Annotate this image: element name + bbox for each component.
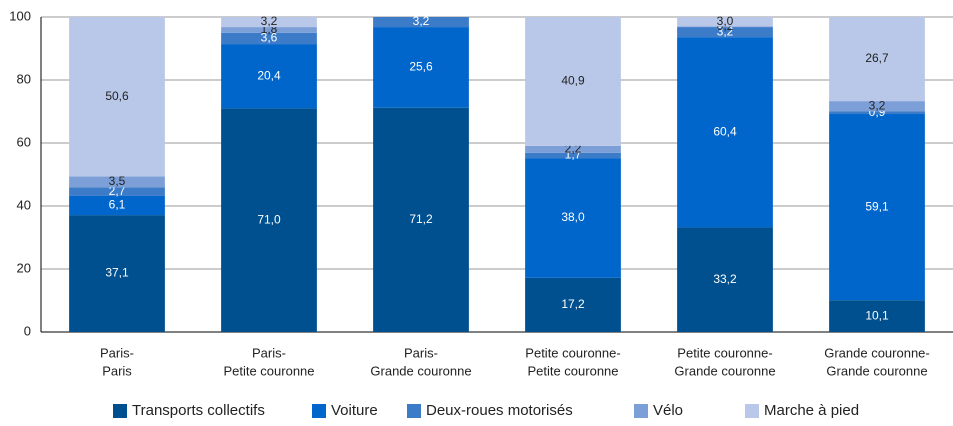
legend-label: Voiture	[331, 402, 378, 419]
legend-label: Deux-roues motorisés	[426, 402, 573, 419]
x-tick-label: Grande couronne	[826, 363, 927, 378]
y-tick-label: 0	[24, 323, 31, 338]
data-label: 50,6	[105, 89, 129, 103]
x-tick-label: Grande couronne-	[824, 345, 930, 360]
data-label: 6,1	[109, 198, 126, 212]
bar-segment	[69, 176, 165, 188]
x-tick-label: Paris-	[252, 345, 286, 360]
bar-segment	[677, 37, 773, 228]
data-label: 59,1	[865, 199, 889, 213]
legend-label: Marche à pied	[764, 402, 859, 419]
bar-segment	[525, 17, 621, 146]
bar-segment	[525, 158, 621, 278]
data-label: 3,6	[261, 31, 278, 45]
x-tick-label: Grande couronne	[370, 363, 471, 378]
data-label: 37,1	[105, 266, 129, 280]
bar-segment	[69, 17, 165, 177]
data-label: 60,4	[713, 124, 737, 138]
x-tick-label: Paris	[102, 363, 132, 378]
y-tick-label: 60	[17, 134, 31, 149]
legend-label: Transports collectifs	[132, 402, 265, 419]
y-tick-label: 100	[9, 8, 31, 23]
legend-swatch	[634, 404, 648, 418]
legend-label: Vélo	[653, 402, 683, 419]
bar-segment	[69, 187, 165, 196]
legend-swatch	[407, 404, 421, 418]
bar-segment	[69, 215, 165, 332]
data-label: 26,7	[865, 51, 889, 65]
data-label: 40,9	[561, 74, 585, 88]
bar-segment	[525, 277, 621, 332]
bar-segment	[221, 17, 317, 28]
data-label: 10,1	[865, 308, 889, 322]
x-tick-label: Petite couronne	[527, 363, 618, 378]
x-tick-label: Petite couronne	[223, 363, 314, 378]
data-label: 25,6	[409, 60, 433, 74]
bar-segment	[829, 101, 925, 112]
data-label: 20,4	[257, 68, 281, 82]
bar-segment	[829, 111, 925, 115]
bar-segment	[69, 195, 165, 216]
bar-segment	[677, 17, 773, 27]
legend-swatch	[745, 404, 759, 418]
bar-segment	[373, 17, 469, 28]
bar-segment	[525, 145, 621, 153]
data-label: 3,2	[869, 98, 886, 112]
data-label: 71,2	[409, 212, 433, 226]
bar-segment	[677, 27, 773, 38]
x-tick-label: Petite couronne-	[677, 345, 772, 360]
bar-segment	[221, 108, 317, 332]
bar-segment	[677, 26, 773, 28]
data-label: 3,2	[261, 14, 278, 28]
legend-swatch	[113, 404, 127, 418]
data-label: 3,2	[413, 14, 430, 28]
bar-segment	[677, 227, 773, 332]
bar-segment	[221, 32, 317, 45]
x-tick-label: Paris-	[404, 345, 438, 360]
bar-segment	[829, 114, 925, 301]
y-tick-label: 80	[17, 71, 31, 86]
data-label: 71,0	[257, 212, 281, 226]
bar-segment	[373, 27, 469, 108]
y-tick-label: 40	[17, 197, 31, 212]
data-label: 3,5	[109, 174, 126, 188]
x-tick-label: Petite couronne-	[525, 345, 620, 360]
x-tick-label: Paris-	[100, 345, 134, 360]
bar-segment	[221, 27, 317, 33]
data-label: 38,0	[561, 210, 585, 224]
legend-swatch	[312, 404, 326, 418]
data-label: 3,0	[717, 14, 734, 28]
data-label: 3,2	[717, 24, 734, 38]
y-tick-label: 20	[17, 260, 31, 275]
bar-segment	[221, 44, 317, 109]
bar-segment	[829, 300, 925, 332]
bar-segment	[373, 107, 469, 332]
x-tick-label: Grande couronne	[674, 363, 775, 378]
data-label: 33,2	[713, 272, 737, 286]
data-label: 17,2	[561, 297, 585, 311]
bar-segment	[525, 152, 621, 159]
bar-segment	[829, 17, 925, 102]
